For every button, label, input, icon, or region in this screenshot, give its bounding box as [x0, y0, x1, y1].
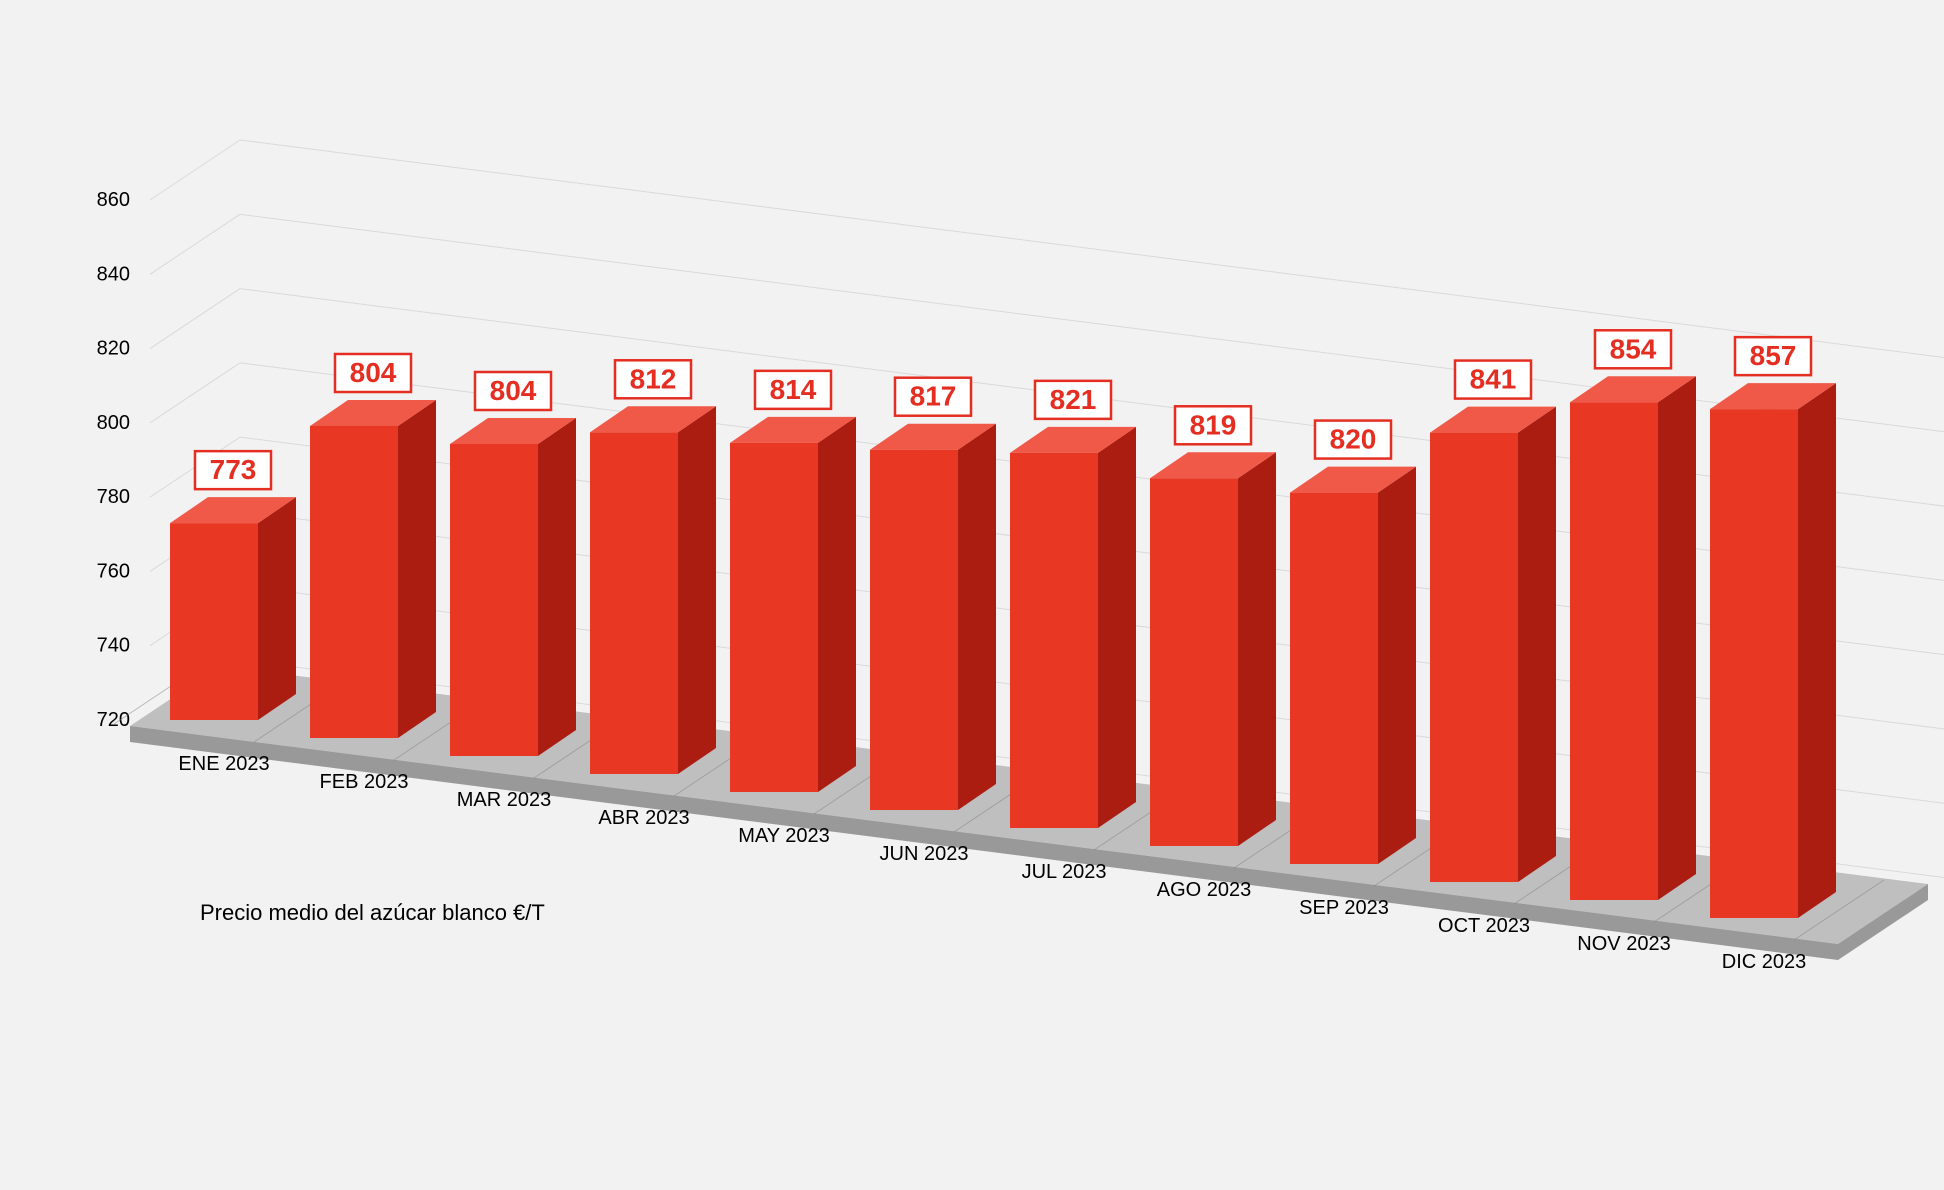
grid-line-left [150, 289, 240, 349]
bar-chart-3d: 720 740 760 780 800 820 840 860 773 804 804 812 814 8… [0, 0, 1944, 1190]
y-tick-label: 720 [97, 709, 130, 731]
bar-side [1658, 376, 1696, 900]
data-label: 841 [1470, 364, 1517, 395]
data-label: 804 [490, 375, 537, 406]
bar-side [1518, 407, 1556, 882]
y-tick-label: 840 [97, 263, 130, 285]
bar-front [590, 432, 678, 774]
x-tick-label: MAR 2023 [457, 789, 552, 811]
data-label: 854 [1610, 333, 1657, 364]
bar-front [310, 426, 398, 738]
data-label: 814 [770, 374, 817, 405]
x-tick-label: ABR 2023 [598, 807, 689, 829]
bar-front [870, 450, 958, 810]
bar-side [1098, 427, 1136, 828]
bar-side [398, 400, 436, 738]
bar-front [1710, 409, 1798, 918]
bar-front [1430, 433, 1518, 882]
bar-side [678, 406, 716, 774]
y-tick-label: 820 [97, 338, 130, 360]
bar-front [1150, 478, 1238, 846]
data-label: 820 [1330, 424, 1377, 455]
grid-line-left [150, 363, 240, 423]
data-label: 812 [630, 363, 677, 394]
bar-side [258, 497, 296, 720]
y-tick-label: 800 [97, 412, 130, 434]
x-tick-label: FEB 2023 [320, 771, 409, 793]
bar-front [170, 523, 258, 720]
data-label: 773 [210, 454, 257, 485]
y-tick-label: 780 [97, 486, 130, 508]
x-tick-label: SEP 2023 [1299, 897, 1389, 919]
y-tick-label: 860 [97, 189, 130, 211]
bar-side [958, 424, 996, 810]
bar-front [1290, 493, 1378, 864]
y-tick-label: 740 [97, 635, 130, 657]
bar-side [538, 418, 576, 756]
x-tick-label: NOV 2023 [1577, 933, 1670, 955]
bar-side [1238, 452, 1276, 846]
data-label: 857 [1750, 340, 1797, 371]
grid-line-left [150, 140, 240, 200]
x-tick-label: ENE 2023 [178, 753, 269, 775]
data-label: 817 [910, 381, 957, 412]
bar-front [730, 443, 818, 792]
bar-front [450, 444, 538, 756]
chart-container: 720 740 760 780 800 820 840 860 773 804 804 812 814 8… [0, 0, 1944, 1190]
data-label: 821 [1050, 384, 1097, 415]
bar-side [1798, 383, 1836, 918]
data-label: 804 [350, 357, 397, 388]
x-tick-label: DIC 2023 [1722, 951, 1807, 973]
bar-side [818, 417, 856, 792]
bar-side [1378, 467, 1416, 864]
grid-line-back [240, 140, 1944, 358]
x-tick-label: MAY 2023 [738, 825, 830, 847]
grid-line-left [150, 214, 240, 274]
x-tick-label: JUN 2023 [880, 843, 969, 865]
x-tick-label: OCT 2023 [1438, 915, 1530, 937]
x-tick-label: AGO 2023 [1157, 879, 1252, 901]
chart-footer: Precio medio del azúcar blanco €/T [200, 900, 545, 925]
bar-front [1570, 402, 1658, 900]
bar-front [1010, 453, 1098, 828]
y-tick-label: 760 [97, 560, 130, 582]
data-label: 819 [1190, 409, 1237, 440]
x-tick-label: JUL 2023 [1022, 861, 1107, 883]
